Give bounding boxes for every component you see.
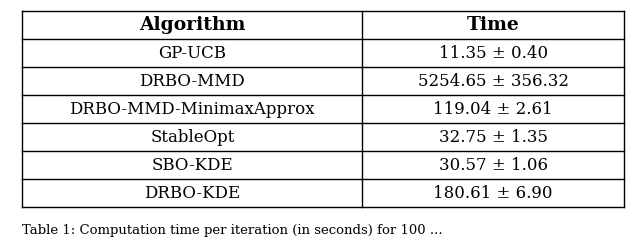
Text: GP-UCB: GP-UCB [158,45,227,62]
Text: Algorithm: Algorithm [139,16,246,34]
Text: StableOpt: StableOpt [150,129,234,146]
Text: 119.04 ± 2.61: 119.04 ± 2.61 [433,101,553,118]
Text: 32.75 ± 1.35: 32.75 ± 1.35 [438,129,548,146]
Text: Table 1: Computation time per iteration (in seconds) for 100 ...: Table 1: Computation time per iteration … [22,224,443,237]
Text: SBO-KDE: SBO-KDE [152,156,233,174]
Text: DRBO-KDE: DRBO-KDE [144,185,241,202]
Text: 5254.65 ± 356.32: 5254.65 ± 356.32 [418,73,569,90]
Text: 30.57 ± 1.06: 30.57 ± 1.06 [438,156,548,174]
Text: 11.35 ± 0.40: 11.35 ± 0.40 [438,45,548,62]
Text: DRBO-MMD: DRBO-MMD [140,73,245,90]
Text: Time: Time [467,16,520,34]
Text: DRBO-MMD-MinimaxApprox: DRBO-MMD-MinimaxApprox [70,101,315,118]
Text: 180.61 ± 6.90: 180.61 ± 6.90 [433,185,553,202]
